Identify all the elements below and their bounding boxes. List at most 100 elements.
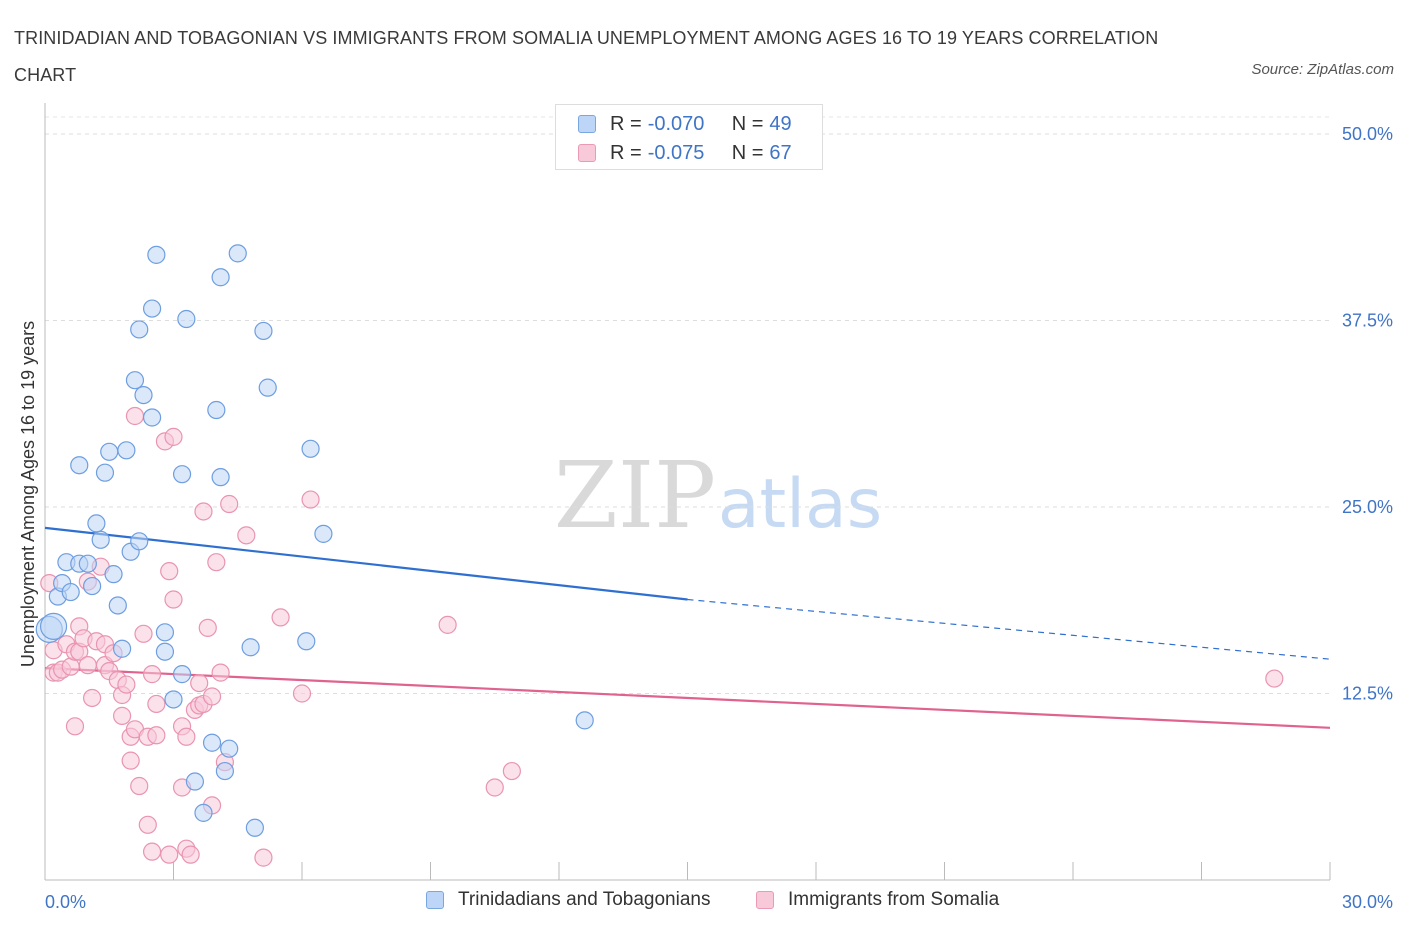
y-axis-label: Unemployment Among Ages 16 to 19 years [18, 321, 38, 667]
point-trinidadians [155, 642, 175, 661]
legend-label-trinidadians: Trinidadians and Tobagonians [458, 889, 711, 910]
legend-item-somalia: Immigrants from Somalia [756, 889, 999, 911]
point-somalia [485, 778, 504, 797]
point-trinidadians [108, 596, 127, 615]
point-trinidadians [104, 565, 123, 584]
n-label-pink: N = [731, 141, 764, 164]
axes [44, 103, 1331, 881]
r-label-pink: R = [610, 141, 642, 164]
r-value-pink: -0.075 [647, 141, 705, 164]
y-tick-label: 25.0% [1342, 497, 1393, 517]
point-somalia [160, 562, 179, 581]
point-somalia [164, 427, 183, 446]
point-trinidadians [83, 576, 102, 596]
trend-lines [44, 526, 1331, 729]
point-somalia [78, 656, 97, 675]
blue-swatch [578, 115, 596, 133]
y-tick-label: 50.0% [1342, 124, 1393, 144]
point-trinidadians [130, 532, 149, 551]
point-trinidadians [130, 320, 149, 339]
point-somalia [61, 657, 80, 676]
point-trinidadians [78, 554, 97, 573]
point-trinidadians [91, 530, 110, 549]
point-somalia [198, 618, 217, 637]
point-trinidadians [211, 268, 230, 287]
point-somalia [271, 608, 290, 627]
point-trinidadians [142, 299, 162, 318]
x-tick-label: 0.0% [45, 892, 86, 912]
point-trinidadians [575, 711, 594, 730]
point-somalia [125, 406, 145, 426]
point-trinidadians [164, 690, 183, 709]
point-trinidadians [220, 739, 239, 758]
point-trinidadians [147, 245, 166, 264]
point-somalia [254, 848, 273, 867]
point-trinidadians [202, 733, 222, 752]
point-somalia [164, 590, 183, 609]
point-trinidadians [185, 772, 205, 791]
legend-swatch-pink [756, 891, 774, 909]
point-somalia [190, 673, 209, 693]
trend-line-trinidadians [44, 526, 688, 601]
n-value-pink: 67 [769, 141, 792, 164]
point-trinidadians [61, 582, 80, 602]
stats-row-pink: R = -0.075 N = 67 [578, 138, 792, 168]
n-value-blue: 49 [769, 112, 792, 135]
point-somalia [147, 694, 166, 714]
point-somalia [121, 751, 140, 770]
point-trinidadians [207, 400, 226, 420]
point-trinidadians [70, 456, 89, 475]
r-value-blue: -0.070 [647, 112, 705, 135]
point-somalia [130, 776, 149, 796]
watermark: ZIP atlas [554, 442, 882, 549]
point-somalia [237, 526, 256, 545]
stats-legend: R = -0.070 N = 49 R = -0.075 N = 67 [555, 104, 823, 170]
y-tick-label: 12.5% [1342, 684, 1393, 704]
point-trinidadians [301, 439, 320, 458]
point-trinidadians [125, 371, 145, 390]
point-somalia [112, 706, 132, 725]
point-somalia [438, 615, 457, 634]
point-trinidadians [172, 665, 192, 684]
point-trinidadians [194, 803, 213, 822]
source-label: Source: ZipAtlas.com [1251, 61, 1394, 78]
point-somalia [220, 494, 239, 514]
point-trinidadians [254, 321, 273, 341]
chart-title: TRINIDADIAN AND TOBAGONIAN VS IMMIGRANTS… [14, 28, 1159, 85]
point-trinidadians [155, 623, 175, 642]
y-tick-label: 37.5% [1342, 311, 1393, 331]
point-somalia [147, 726, 166, 745]
watermark-atlas: atlas [718, 465, 882, 544]
point-trinidadians [228, 244, 247, 263]
point-somalia [292, 684, 312, 703]
point-trinidadians [314, 524, 333, 543]
point-trinidadians [95, 463, 115, 482]
point-somalia [202, 687, 222, 706]
stats-row-blue: R = -0.070 N = 49 [578, 109, 792, 139]
point-trinidadians [297, 632, 316, 651]
trend-line-trinidadians-extended [687, 598, 1331, 660]
point-somalia [1265, 669, 1284, 688]
point-somalia [138, 815, 157, 834]
point-somalia [194, 502, 213, 521]
point-trinidadians [100, 442, 119, 461]
point-somalia [177, 727, 196, 746]
pink-swatch [578, 144, 596, 162]
data-points [35, 244, 1284, 867]
gridlines [45, 116, 1330, 694]
legend-swatch-blue [426, 891, 444, 909]
point-somalia [142, 665, 162, 684]
watermark-zip: ZIP [554, 442, 716, 549]
legend-item-trinidadians: Trinidadians and Tobagonians [426, 889, 710, 911]
x-tick-label: 30.0% [1342, 892, 1393, 912]
point-somalia [181, 845, 200, 864]
point-somalia [502, 761, 521, 781]
point-trinidadians [241, 638, 260, 657]
point-somalia [83, 688, 102, 708]
tick-labels: 12.5% 25.0% 37.5% 50.0% 0.0% 30.0% [45, 124, 1393, 912]
point-trinidadians [117, 441, 136, 460]
point-somalia [117, 675, 136, 694]
point-trinidadians [142, 408, 162, 427]
point-trinidadians [245, 818, 264, 837]
point-trinidadians [112, 639, 132, 658]
